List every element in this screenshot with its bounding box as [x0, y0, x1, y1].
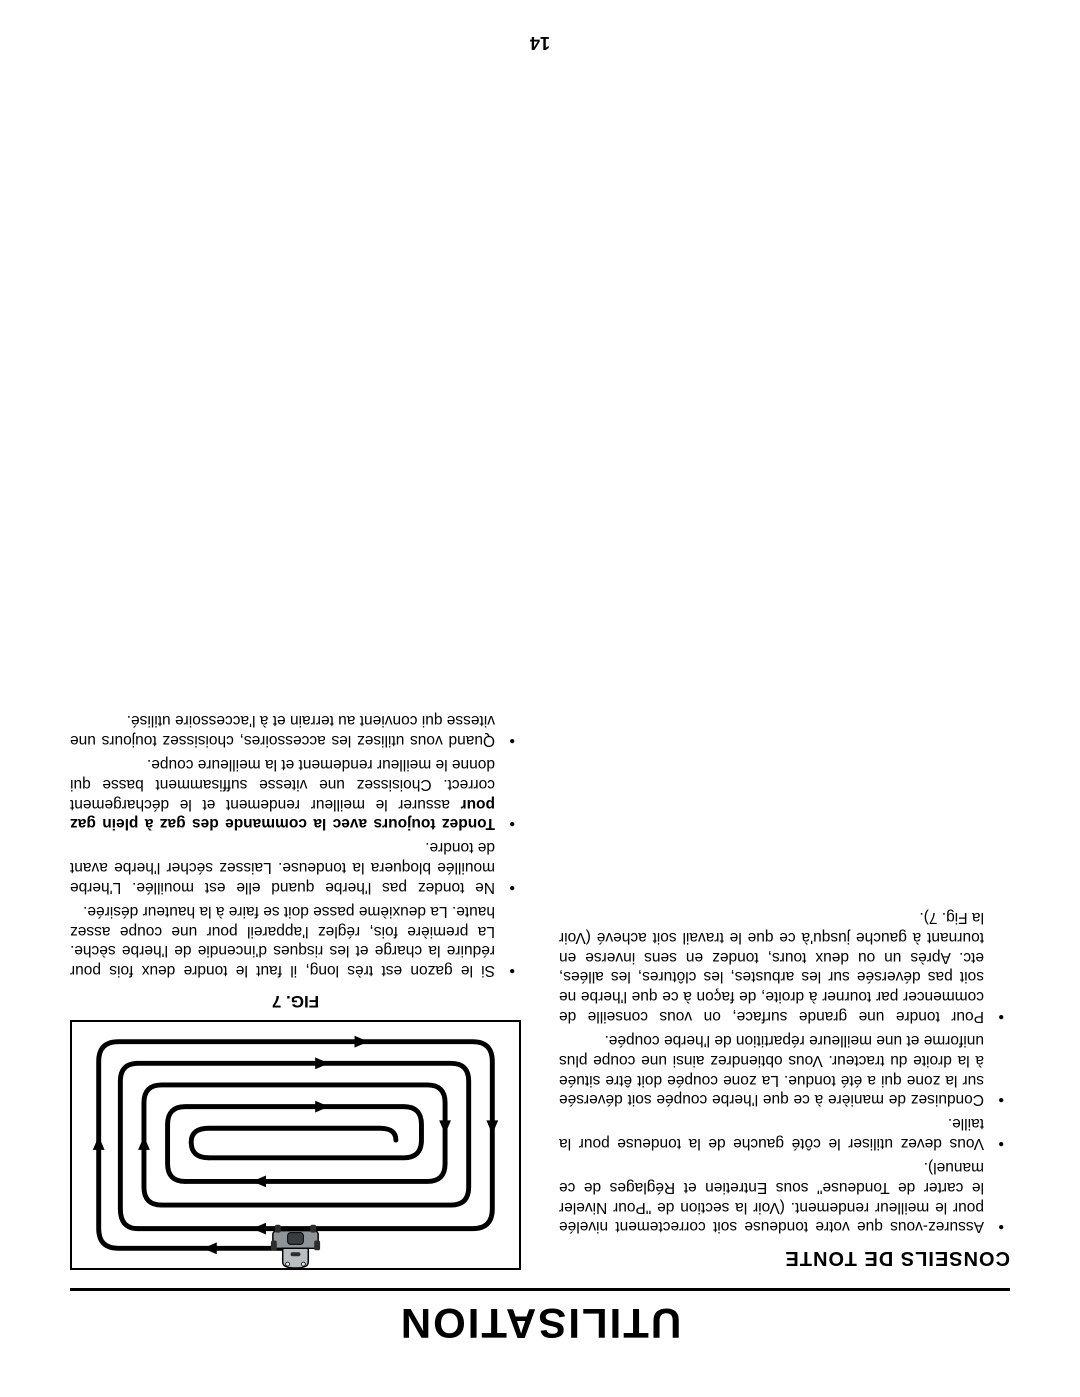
page-number: 14: [0, 32, 1080, 53]
text-run: assurer le meilleur rendement et le déch…: [70, 756, 495, 813]
list-item: Conduisez de manière à ce que l'herbe co…: [559, 1030, 1010, 1109]
left-column: CONSEILS DE TONTE Assurez-vous que votre…: [559, 706, 1010, 1270]
page-title: UTILISATION: [70, 1299, 1010, 1347]
title-rule: [70, 1288, 1010, 1291]
right-column: FIG. 7 Si le gazon est très long, il fau…: [70, 706, 521, 1270]
columns: CONSEILS DE TONTE Assurez-vous que votre…: [70, 706, 1010, 1270]
mowing-pattern-diagram: [72, 1022, 519, 1268]
left-bullet-list: Assurez-vous que votre tondeuse soit cor…: [559, 907, 1010, 1236]
figure-7: [70, 1020, 521, 1270]
list-item: Quand vous utilisez les accessoires, cho…: [70, 710, 521, 750]
list-item: Assurez-vous que votre tondeuse soit cor…: [559, 1157, 1010, 1236]
list-item: Tondez toujours avec la commande des gaz…: [70, 754, 521, 833]
page-container: UTILISATION CONSEILS DE TONTE Assurez-vo…: [0, 0, 1080, 1397]
right-bullet-list: Si le gazon est très long, il faut le to…: [70, 710, 521, 980]
list-item: Pour tondre une grande surface, on vous …: [559, 907, 1010, 1026]
figure-caption: FIG. 7: [70, 990, 521, 1012]
list-item: Ne tondez pas l'herbe quand elle est mou…: [70, 837, 521, 896]
section-heading: CONSEILS DE TONTE: [559, 1244, 1010, 1270]
list-item: Si le gazon est très long, il faut le to…: [70, 901, 521, 980]
list-item: Vous devez utiliser le côté gauche de la…: [559, 1113, 1010, 1153]
